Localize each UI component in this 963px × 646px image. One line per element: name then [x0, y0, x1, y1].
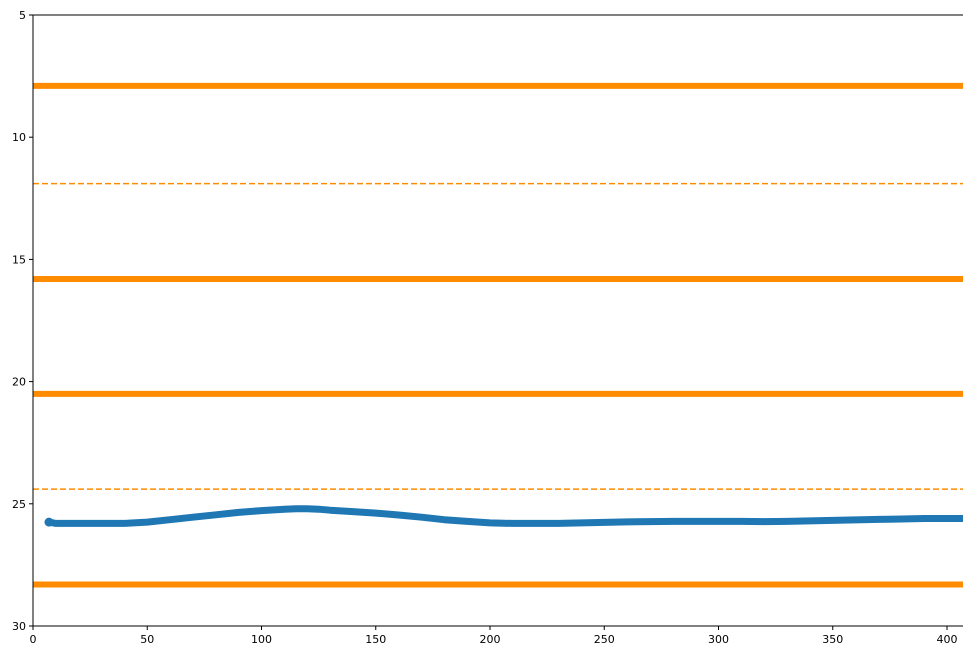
x-tick-label: 0 — [30, 633, 37, 646]
reference-lines — [33, 82, 963, 588]
y-tick-label: 30 — [12, 620, 26, 633]
series-line — [45, 505, 963, 527]
x-tick-label: 250 — [594, 633, 615, 646]
x-tick-label: 50 — [140, 633, 154, 646]
y-tick-label: 20 — [12, 376, 26, 389]
axes — [32, 14, 963, 627]
x-tick-label: 200 — [480, 633, 501, 646]
y-tick-label: 25 — [12, 498, 26, 511]
x-tick-label: 300 — [708, 633, 729, 646]
y-tick-label: 15 — [12, 253, 26, 266]
x-tick-label: 400 — [937, 633, 958, 646]
y-tick-label: 10 — [12, 131, 26, 144]
series-layer — [44, 505, 963, 527]
series-start-point — [44, 517, 54, 527]
x-tick-label: 350 — [822, 633, 843, 646]
x-tick-label: 150 — [365, 633, 386, 646]
y-tick-label: 5 — [19, 9, 26, 22]
y-ticks: 5 10 15 20 25 30 — [12, 9, 33, 633]
x-ticks: 0 50 100 150 200 250 300 350 400 — [30, 626, 958, 646]
x-tick-label: 100 — [251, 633, 272, 646]
